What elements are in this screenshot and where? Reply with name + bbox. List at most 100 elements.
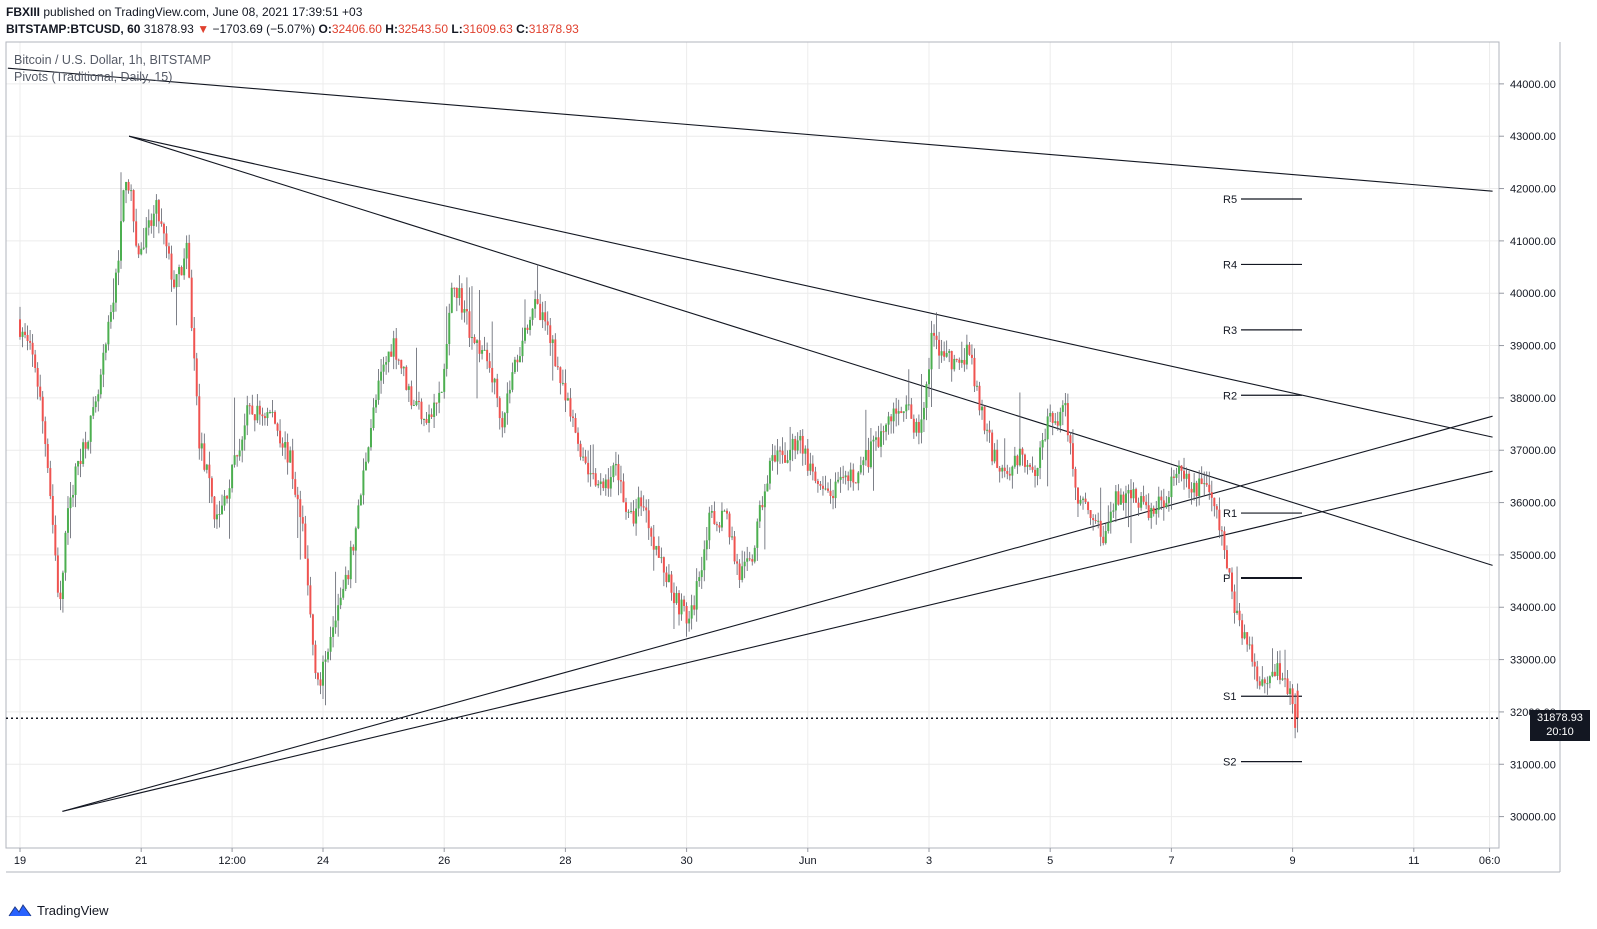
candle-body xyxy=(39,386,42,397)
candle-body xyxy=(559,367,562,384)
candle-body xyxy=(1198,478,1201,497)
candle-body xyxy=(205,464,208,470)
candle-body xyxy=(385,362,388,365)
indicator-legend[interactable]: Pivots (Traditional, Daily, 15) xyxy=(14,70,173,84)
candle-body xyxy=(541,312,544,321)
candle-body xyxy=(1183,470,1186,479)
candle-body xyxy=(988,429,991,433)
candle-body xyxy=(1188,473,1191,489)
candle-body xyxy=(698,577,701,582)
candle-body xyxy=(986,429,989,431)
candle-body xyxy=(433,402,436,417)
candle-body xyxy=(1223,531,1226,551)
candle-body xyxy=(566,398,569,401)
candle-body xyxy=(145,227,148,248)
pivot-label-p: P xyxy=(1223,573,1230,585)
candle-body xyxy=(210,478,213,497)
brand-name: TradingView xyxy=(37,903,109,918)
candle-body xyxy=(362,470,365,496)
candle-body xyxy=(1092,518,1095,521)
candle-body xyxy=(1124,493,1127,503)
candle-body xyxy=(435,402,438,404)
candle-body xyxy=(806,448,809,471)
candle-body xyxy=(1102,536,1105,544)
candle-body xyxy=(114,272,117,303)
chart-frame xyxy=(5,41,1561,873)
candle-body xyxy=(955,358,958,360)
pivot-label-r5: R5 xyxy=(1223,194,1237,206)
candle-body xyxy=(748,558,751,560)
candle-body xyxy=(1195,482,1198,497)
candle-body xyxy=(529,319,532,330)
candle-body xyxy=(897,411,900,414)
candle-body xyxy=(589,473,592,475)
candle-body xyxy=(26,334,29,341)
candle-body xyxy=(627,511,630,513)
trendline xyxy=(62,415,1493,812)
candle-body xyxy=(667,574,670,583)
candle-body xyxy=(1059,411,1062,426)
candle-body xyxy=(448,312,451,345)
candle-body xyxy=(306,558,309,586)
candle-body xyxy=(215,514,218,520)
pivot-levels: R5 R4 R3 R2 R1 P S1 S2 xyxy=(1223,194,1302,769)
candle-body xyxy=(1023,454,1026,467)
candle-body xyxy=(786,460,789,463)
candle-body xyxy=(844,475,847,478)
price-tick-label: 41000.00 xyxy=(1510,236,1556,248)
tradingview-brand[interactable]: TradingView xyxy=(8,903,109,918)
series-legend[interactable]: Bitcoin / U.S. Dollar, 1h, BITSTAMP xyxy=(14,53,212,67)
publisher-name[interactable]: FBXIII xyxy=(6,5,41,19)
candle-body xyxy=(198,396,201,449)
time-tick-label: 24 xyxy=(317,855,329,867)
candle-body xyxy=(425,418,428,423)
published-text: published on TradingView.com, June 08, 2… xyxy=(43,5,363,19)
candle-body xyxy=(912,418,915,433)
candle-body xyxy=(1165,503,1168,508)
price-tick-label: 34000.00 xyxy=(1510,602,1556,614)
trendline xyxy=(62,470,1493,812)
candle-body xyxy=(1273,671,1276,676)
candle-body xyxy=(49,468,52,497)
chart-legend: Bitcoin / U.S. Dollar, 1h, BITSTAMP Pivo… xyxy=(14,52,211,86)
candle-body xyxy=(387,351,390,363)
candle-body xyxy=(1041,439,1044,448)
candle-body xyxy=(221,505,223,515)
candle-body xyxy=(420,401,423,420)
candle-body xyxy=(261,414,264,417)
candle-body xyxy=(607,479,610,489)
open-value: 32406.60 xyxy=(331,22,382,36)
candle-body xyxy=(834,481,837,499)
candle-body xyxy=(84,442,87,449)
candle-body xyxy=(281,443,284,448)
candle-body xyxy=(375,399,378,408)
candlestick-series xyxy=(19,172,1299,739)
candle-body xyxy=(193,328,196,359)
candle-body xyxy=(1026,464,1029,467)
candle-body xyxy=(284,442,287,448)
candle-body xyxy=(309,585,312,615)
candle-body xyxy=(1097,520,1100,522)
candle-body xyxy=(652,536,655,550)
candle-body xyxy=(92,407,95,416)
candle-body xyxy=(1253,661,1256,667)
tradingview-logo-icon xyxy=(8,903,32,916)
candle-body xyxy=(1284,678,1287,680)
candle-body xyxy=(185,242,188,259)
candle-body xyxy=(1084,498,1087,503)
candle-body xyxy=(1003,467,1006,472)
candle-body xyxy=(473,337,476,343)
candle-body xyxy=(521,340,524,357)
candle-body xyxy=(963,359,966,365)
price-tick-label: 43000.00 xyxy=(1510,131,1556,143)
candle-body xyxy=(276,423,279,431)
candle-body xyxy=(248,405,251,407)
pivot-label-r3: R3 xyxy=(1223,325,1237,337)
candle-body xyxy=(117,260,120,273)
candle-body xyxy=(928,369,930,385)
candle-body xyxy=(64,532,67,573)
candle-body xyxy=(799,435,802,441)
candle-body xyxy=(1044,439,1047,441)
candle-body xyxy=(24,331,27,335)
